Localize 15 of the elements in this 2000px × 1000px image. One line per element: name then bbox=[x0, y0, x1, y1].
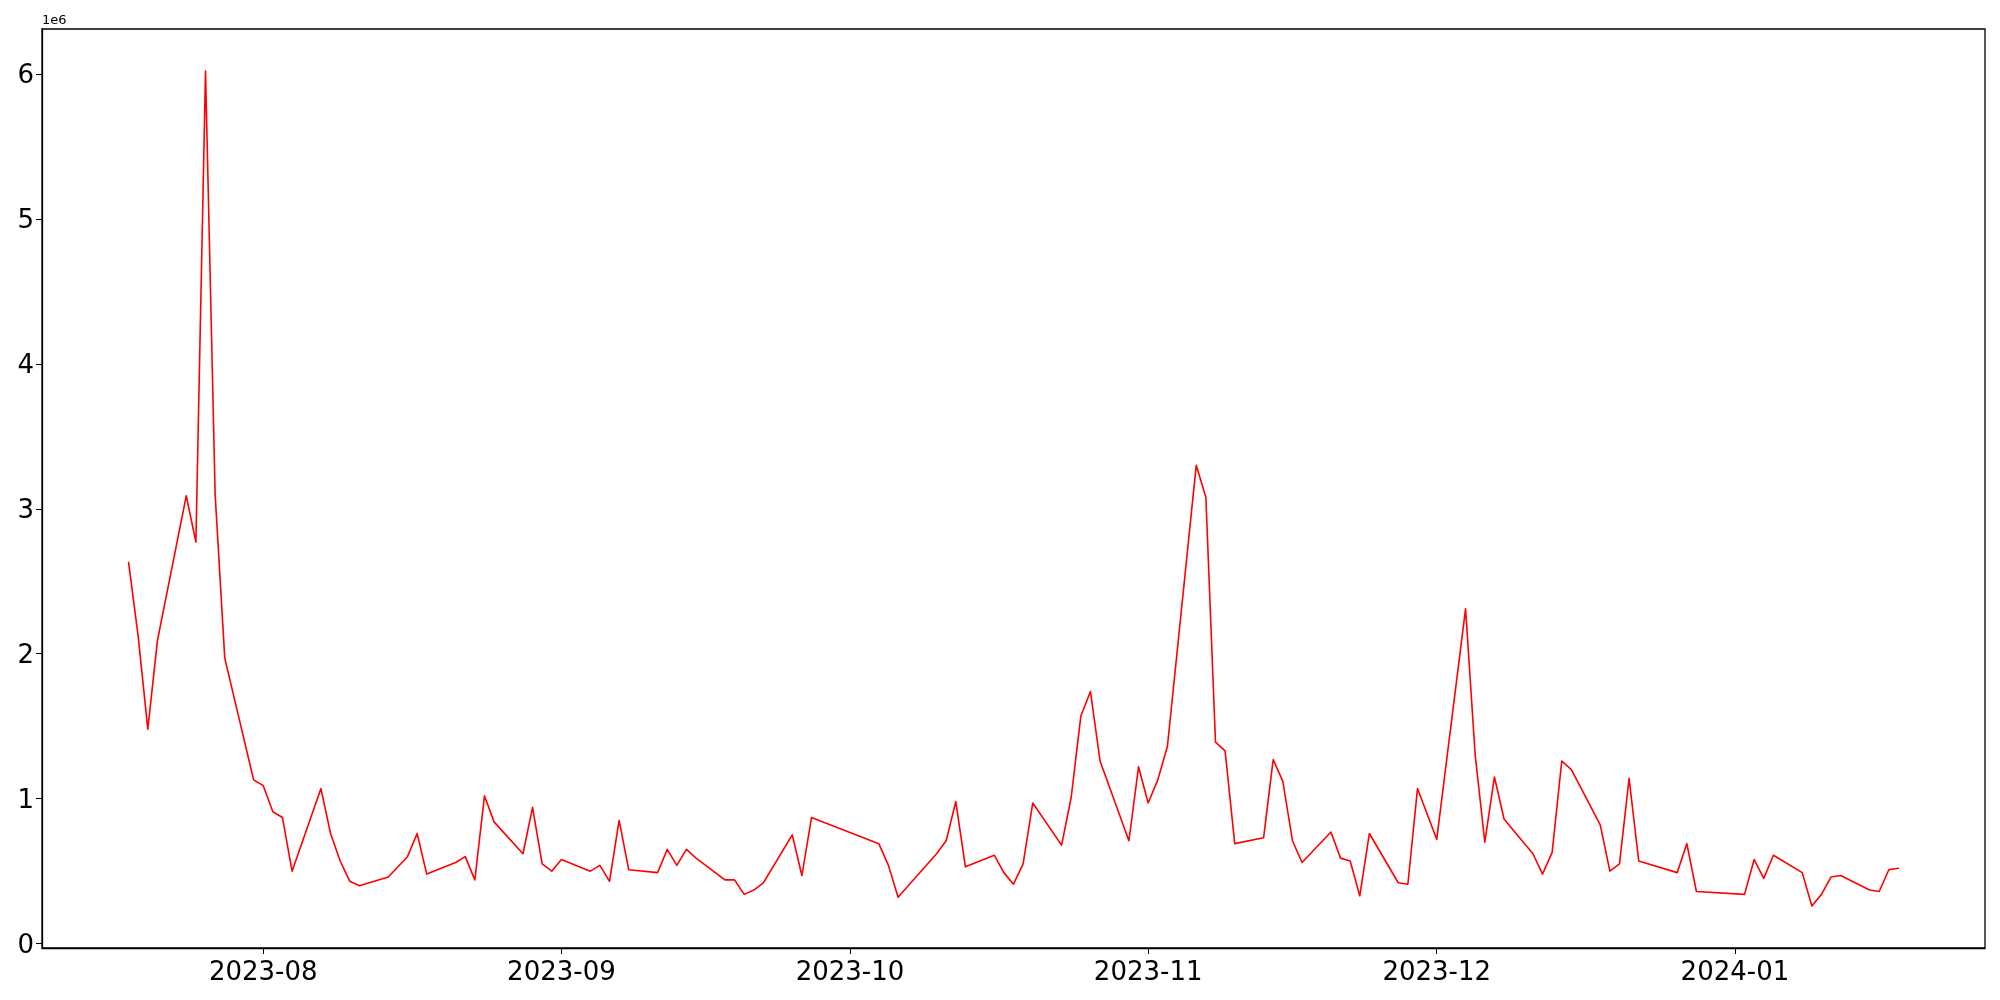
y-tick-label: 0 bbox=[17, 928, 34, 959]
y-tick-label: 3 bbox=[17, 493, 34, 524]
y-tick-label: 4 bbox=[17, 348, 34, 379]
x-tick-label: 2023-11 bbox=[1093, 956, 1203, 986]
line-series bbox=[127, 70, 1900, 907]
x-tick-label: 2024-01 bbox=[1680, 956, 1790, 986]
y-tick-label: 2 bbox=[17, 638, 34, 669]
y-tick-label: 6 bbox=[17, 58, 34, 89]
x-tick-label: 2023-08 bbox=[208, 956, 318, 986]
x-tick-label: 2023-09 bbox=[507, 956, 616, 986]
y-tick-label: 1 bbox=[17, 783, 34, 814]
text: 1e6 bbox=[42, 12, 67, 27]
x-tick-label: 2023-12 bbox=[1382, 956, 1492, 986]
x-tick-label: 2023-10 bbox=[795, 956, 905, 986]
y-tick-label: 5 bbox=[17, 203, 34, 234]
